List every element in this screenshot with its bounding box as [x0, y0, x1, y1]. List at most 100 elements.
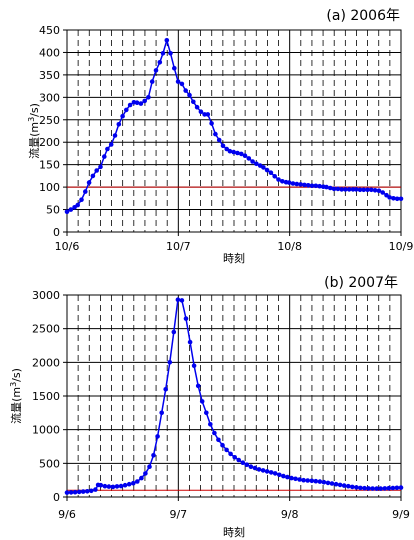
chart-a-data-point — [231, 149, 236, 155]
chart-b-data-point — [346, 483, 351, 489]
chart-b-data-point — [398, 485, 404, 490]
chart-a-ytick-label: 450 — [39, 24, 60, 37]
chart-b-data-point — [76, 489, 82, 495]
chart-a-data-point — [280, 179, 285, 184]
chart-b-ytick-label: 500 — [39, 457, 60, 470]
chart-a-xtick-label: 10/7 — [166, 240, 191, 253]
chart-a-data-point — [398, 196, 404, 202]
chart-b-data-point — [159, 410, 164, 416]
chart-a-data-point — [276, 177, 281, 182]
chart-b-data-point — [236, 457, 241, 463]
chart-a-data-point — [235, 150, 240, 156]
chart-a-data-point — [305, 183, 311, 188]
chart-a-xtick-label: 10/8 — [277, 240, 302, 253]
chart-a-data-point — [175, 79, 181, 84]
chart-b-data-point — [281, 473, 286, 479]
chart-a-ytick-label: 100 — [39, 181, 60, 194]
chart-a-data-point — [372, 188, 378, 193]
chart-a-data-point — [160, 51, 166, 56]
chart-a-x-ticks: 10/6 10/7 10/8 10/9 — [55, 232, 413, 253]
chart-a-data-point — [168, 51, 173, 56]
chart-b-data-point — [293, 476, 298, 482]
chart-b-data-point — [309, 478, 315, 484]
chart-a-data-point — [376, 188, 382, 193]
chart-b-ytick-label: 1000 — [32, 424, 60, 437]
chart-a-data-point — [179, 81, 185, 87]
chart-b-data-point — [390, 485, 396, 491]
chart-a-ytick-label: 350 — [39, 69, 60, 82]
chart-b-data-point — [204, 410, 209, 416]
chart-a-data-point — [328, 185, 333, 191]
chart-a-data-point — [331, 186, 337, 192]
chart-a-data-point — [239, 151, 244, 157]
chart-b-data-point — [232, 455, 237, 460]
chart-b-data-point — [163, 387, 168, 392]
chart-a-data-point — [79, 197, 84, 202]
chart-b-data-point — [394, 485, 400, 491]
chart-a-data-point — [146, 95, 151, 100]
chart-b-data-point — [64, 490, 70, 495]
chart-a-data-point — [164, 38, 170, 43]
chart-a-data-point — [309, 183, 315, 189]
chart-b-data-point — [313, 478, 319, 484]
chart-a-data-point — [394, 196, 400, 202]
chart-b-data-point — [358, 485, 363, 491]
chart-b-data-point — [151, 453, 156, 458]
chart-a-data-point — [272, 174, 278, 179]
chart-b-data-point — [118, 483, 124, 489]
chart-b-data-point — [106, 484, 112, 489]
chart-b-data-point — [220, 442, 225, 448]
chart-a-ytick-label: 250 — [39, 114, 60, 127]
chart-a-data-point — [242, 153, 248, 158]
chart-b-data-point — [252, 465, 258, 471]
chart-a-data-point — [254, 161, 259, 167]
chart-b-xtick-label: 9/9 — [392, 508, 410, 521]
chart-a-data-point — [134, 100, 140, 105]
chart-b-data-point — [321, 479, 327, 485]
chart-b-data-point — [268, 470, 274, 475]
chart-a-data-point — [324, 184, 329, 190]
chart-a-data-point — [75, 202, 80, 208]
chart-b-data-point — [122, 482, 128, 488]
chart-a-data-point — [86, 180, 92, 185]
chart-a-ytick-label: 50 — [46, 204, 60, 217]
chart-b-data-point — [333, 481, 339, 487]
chart-b-data-point — [131, 480, 136, 486]
chart-b-data-point — [171, 329, 177, 335]
chart-a-data-point — [317, 183, 322, 189]
chart-a-data-point — [183, 88, 188, 93]
chart-b-data-point — [277, 472, 282, 478]
chart-a-grid — [67, 30, 401, 232]
chart-b-data-point — [179, 298, 185, 303]
chart-a-ytick-label: 200 — [39, 136, 60, 149]
chart-a-data-point — [98, 164, 103, 170]
chart-a-data-point — [149, 79, 155, 84]
chart-b-data-point — [208, 422, 213, 427]
chart-a-data-point — [138, 101, 144, 106]
chart-a-data-point — [353, 187, 359, 192]
chart-b-ylabel-base: 流量(m — [9, 387, 23, 424]
chart-b-data-point — [195, 383, 201, 389]
chart-b-data-point — [240, 460, 246, 466]
chart-a-data-point — [105, 146, 110, 152]
chart-b-data-point — [155, 434, 160, 439]
chart-a-data-point — [124, 107, 129, 113]
chart-b-y-ticks: 0 500 1000 1500 2000 2500 3000 — [32, 289, 67, 504]
chart-b-data-point — [224, 447, 229, 453]
chart-b-ytick-label: 0 — [53, 491, 60, 504]
chart-b-data-point — [386, 485, 392, 491]
chart-b-data-point — [110, 484, 116, 490]
chart-b-data-point — [85, 489, 90, 494]
chart-b-x-ticks: 9/6 9/7 9/8 9/9 — [58, 497, 410, 521]
chart-b-data-point — [248, 464, 254, 470]
chart-a-data-point — [120, 113, 125, 119]
chart-a-ylabel-base: 流量(m — [27, 122, 41, 159]
chart-a-data-point — [142, 98, 147, 104]
chart-b-data-point — [337, 482, 343, 488]
chart-a-data-point — [350, 187, 356, 192]
chart-b-data-point — [370, 486, 375, 491]
chart-a-data-point — [286, 180, 292, 185]
chart-b-data-point — [350, 484, 355, 490]
chart-b-data-point — [216, 437, 221, 443]
chart-b-data-point — [212, 430, 217, 436]
